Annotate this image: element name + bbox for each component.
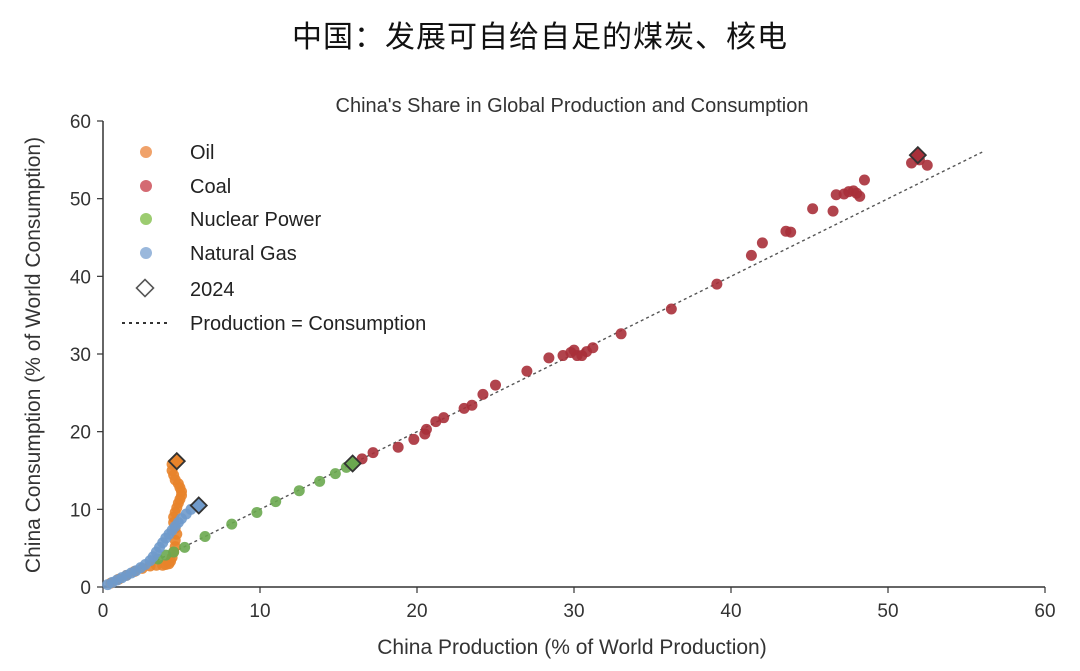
- point-nuclear-power: [251, 506, 263, 518]
- marker-2024-natural-gas: [189, 496, 209, 515]
- marker-2024-nuclear-power: [343, 454, 362, 473]
- point-coal: [745, 249, 757, 261]
- x-tick-label: 30: [563, 601, 584, 622]
- axes: 0 10 20 30 40 50 60 0 10 20 30 40 50 60: [70, 112, 1056, 622]
- point-coal: [921, 159, 933, 171]
- chart-title: China's Share in Global Production and C…: [336, 95, 809, 117]
- point-coal: [858, 174, 870, 186]
- marker-2024-coal: [908, 145, 928, 165]
- point-nuclear-power: [179, 541, 191, 553]
- point-nuclear-power: [199, 531, 211, 543]
- legend-label-coal: Coal: [190, 176, 231, 198]
- point-coal: [615, 328, 627, 340]
- production-equals-consumption-line: [102, 151, 983, 588]
- point-coal: [521, 365, 533, 377]
- point-coal: [756, 237, 768, 249]
- point-coal: [587, 342, 599, 354]
- x-tick-label: 10: [249, 601, 270, 622]
- point-nuclear-power: [329, 468, 341, 480]
- point-coal: [367, 447, 379, 459]
- x-tick-label: 50: [877, 601, 898, 622]
- point-coal: [665, 303, 677, 315]
- x-tick-label: 60: [1034, 601, 1055, 622]
- legend-swatch-2024-diamond: [135, 278, 155, 298]
- marker-2024-oil: [167, 451, 187, 471]
- y-tick-label: 50: [70, 190, 91, 211]
- point-coal: [543, 352, 555, 364]
- point-coal: [477, 388, 489, 400]
- y-tick-label: 30: [70, 345, 91, 366]
- legend-swatch-nuclear-power: [140, 213, 152, 225]
- legend: Oil Coal Nuclear Power Natural Gas 2024 …: [122, 142, 426, 335]
- point-coal: [854, 190, 866, 202]
- point-coal: [807, 203, 819, 215]
- point-coal: [420, 423, 432, 435]
- point-nuclear-power: [270, 496, 282, 508]
- point-coal: [438, 412, 450, 424]
- legend-label-2024: 2024: [190, 279, 235, 301]
- y-tick-label: 20: [70, 423, 91, 444]
- point-coal: [711, 278, 723, 290]
- legend-swatch-natural-gas: [140, 247, 152, 259]
- point-coal: [827, 205, 839, 217]
- legend-label-reference-line: Production = Consumption: [190, 313, 426, 335]
- y-axis-label: China Consumption (% of World Consumptio…: [22, 137, 45, 573]
- x-tick-label: 20: [406, 601, 427, 622]
- y-tick-label: 40: [70, 267, 91, 288]
- y-tick-label: 10: [70, 500, 91, 521]
- point-coal: [490, 379, 501, 391]
- x-axis-label: China Production (% of World Production): [377, 636, 766, 659]
- x-tick-label: 0: [98, 601, 109, 622]
- point-nuclear-power: [293, 485, 305, 497]
- legend-swatch-oil: [140, 146, 152, 158]
- page-title: 中国：发展可自给自足的煤炭、核电: [292, 20, 788, 55]
- point-coal: [785, 226, 797, 238]
- y-tick-label: 60: [70, 112, 91, 133]
- x-tick-label: 40: [720, 601, 741, 622]
- point-nuclear-power: [314, 475, 326, 487]
- point-coal: [466, 399, 478, 411]
- point-coal: [408, 433, 420, 445]
- reference-line-group: [102, 151, 983, 588]
- legend-label-natural-gas: Natural Gas: [190, 243, 297, 265]
- markers-2024: [167, 145, 928, 515]
- legend-label-nuclear-power: Nuclear Power: [190, 209, 322, 231]
- legend-label-oil: Oil: [190, 142, 214, 164]
- legend-swatch-coal: [140, 180, 152, 192]
- point-coal: [392, 441, 404, 453]
- point-nuclear-power: [226, 518, 238, 530]
- y-tick-label: 0: [80, 578, 91, 599]
- point-nuclear-power: [168, 546, 180, 558]
